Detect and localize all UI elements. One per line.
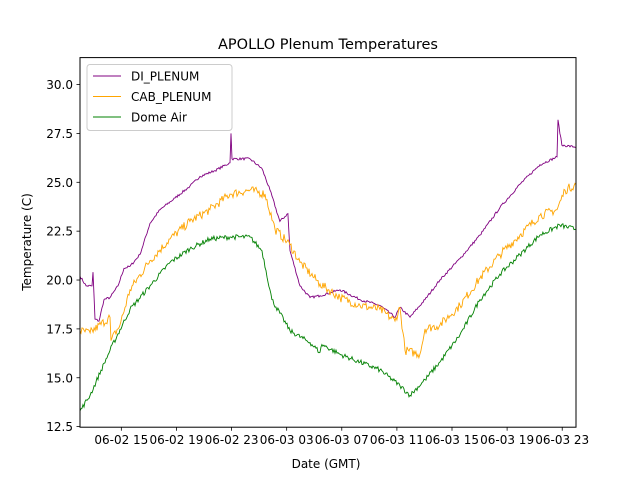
series-line-di-plenum xyxy=(79,119,577,322)
x-tick-label: 06-03 23 xyxy=(535,433,589,447)
legend: DI_PLENUM CAB_PLENUM Dome Air xyxy=(86,64,233,131)
x-axis-label: Date (GMT) xyxy=(292,457,361,471)
legend-item: DI_PLENUM xyxy=(93,70,199,84)
series-layer xyxy=(79,119,577,412)
y-tick-label: 22.5 xyxy=(46,225,73,239)
y-tick-label: 12.5 xyxy=(46,420,73,434)
x-tick-label: 06-02 23 xyxy=(205,433,259,447)
legend-box xyxy=(86,64,233,131)
y-tick-label: 27.5 xyxy=(46,127,73,141)
series-line-cab-plenum xyxy=(79,182,577,360)
x-tick-label: 06-03 11 xyxy=(370,433,424,447)
legend-label: CAB_PLENUM xyxy=(131,90,211,104)
y-axis-label: Temperature (C) xyxy=(20,193,34,292)
legend-label: Dome Air xyxy=(131,111,187,125)
x-tick-label: 06-03 15 xyxy=(425,433,479,447)
y-tick-label: 15.0 xyxy=(46,371,73,385)
y-tick-label: 25.0 xyxy=(46,176,73,190)
chart-title: APOLLO Plenum Temperatures xyxy=(218,37,438,53)
series-line-dome-air xyxy=(79,223,577,412)
y-tick-label: 17.5 xyxy=(46,322,73,336)
x-tick-label: 06-02 15 xyxy=(94,433,148,447)
axes-frame xyxy=(79,57,577,428)
y-tick-label: 30.0 xyxy=(46,78,73,92)
legend-item: Dome Air xyxy=(93,111,187,125)
y-axis-ticks: 12.5 15.0 17.5 20.0 22.5 25.0 27.5 30.0 xyxy=(46,78,80,434)
x-tick-label: 06-03 03 xyxy=(260,433,314,447)
legend-item: CAB_PLENUM xyxy=(93,90,211,104)
x-axis-ticks: 06-02 15 06-02 19 06-02 23 06-03 03 06-03 07… xyxy=(94,427,589,447)
x-tick-label: 06-03 07 xyxy=(315,433,369,447)
x-tick-label: 06-03 19 xyxy=(480,433,534,447)
y-tick-label: 20.0 xyxy=(46,274,73,288)
x-tick-label: 06-02 19 xyxy=(149,433,203,447)
legend-label: DI_PLENUM xyxy=(131,70,199,84)
